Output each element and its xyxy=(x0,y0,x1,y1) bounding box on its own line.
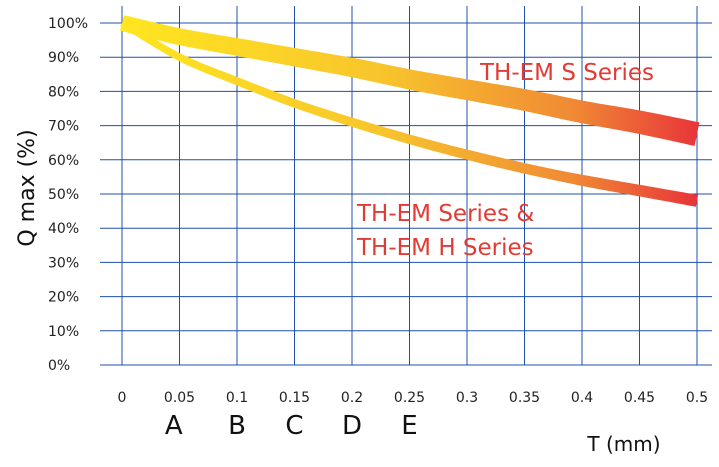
category-label-0: A xyxy=(165,411,183,441)
series-label-s: TH-EM S Series xyxy=(479,60,654,86)
y-tick-label-10: 100% xyxy=(48,16,88,32)
y-tick-label-4: 40% xyxy=(48,221,79,237)
x-tick-label-5: 0.25 xyxy=(394,390,425,406)
series-label-em-line1: TH-EM Series & xyxy=(356,201,534,227)
x-tick-label-0: 0 xyxy=(118,390,127,406)
x-tick-label-10: 0.5 xyxy=(686,390,708,406)
y-tick-label-8: 80% xyxy=(48,84,79,100)
y-tick-label-0: 0% xyxy=(48,358,70,374)
y-tick-label-3: 30% xyxy=(48,255,79,271)
category-label-2: C xyxy=(285,411,303,441)
series-label-em-line2: TH-EM H Series xyxy=(356,235,534,261)
category-label-4: E xyxy=(401,411,417,441)
category-label-3: D xyxy=(342,411,362,441)
y-tick-label-5: 50% xyxy=(48,187,79,203)
x-tick-labels: 0 0.05 0.1 0.15 0.2 0.25 0.3 0.35 0.4 0.45 0.5 xyxy=(118,390,709,406)
x-tick-label-7: 0.35 xyxy=(509,390,540,406)
y-axis-label: Q max (%) xyxy=(15,129,40,246)
y-tick-label-6: 60% xyxy=(48,153,79,169)
x-tick-label-6: 0.3 xyxy=(456,390,478,406)
x-tick-label-1: 0.05 xyxy=(164,390,195,406)
grid xyxy=(100,6,712,366)
series-bands xyxy=(120,15,700,207)
x-tick-label-8: 0.4 xyxy=(571,390,593,406)
series-band-0 xyxy=(120,15,700,146)
series-band-1 xyxy=(120,20,699,207)
x-tick-label-2: 0.1 xyxy=(226,390,248,406)
y-tick-label-7: 70% xyxy=(48,119,79,135)
x-tick-label-3: 0.15 xyxy=(279,390,310,406)
y-tick-label-2: 20% xyxy=(48,290,79,306)
y-tick-label-1: 10% xyxy=(48,324,79,340)
category-labels: A B C D E xyxy=(165,411,418,441)
category-label-1: B xyxy=(228,411,246,441)
y-tick-label-9: 90% xyxy=(48,50,79,66)
y-tick-labels: 0% 10% 20% 30% 40% 50% 60% 70% 80% 90% 100% xyxy=(48,16,88,374)
x-axis-label: T (mm) xyxy=(586,432,660,456)
x-tick-label-9: 0.45 xyxy=(624,390,655,406)
x-tick-label-4: 0.2 xyxy=(341,390,363,406)
